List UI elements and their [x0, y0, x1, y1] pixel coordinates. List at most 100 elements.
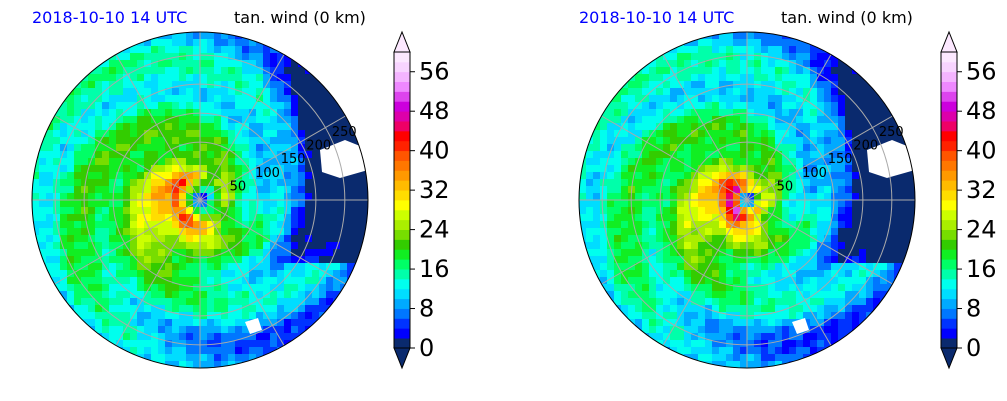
field-cell	[796, 179, 804, 187]
field-cell	[179, 354, 187, 362]
field-cell	[88, 326, 96, 334]
field-cell	[200, 291, 208, 299]
field-cell	[845, 102, 853, 110]
field-cell	[740, 354, 748, 362]
field-cell	[705, 270, 713, 278]
field-cell	[614, 116, 622, 124]
field-cell	[228, 60, 236, 68]
field-cell	[782, 60, 790, 68]
field-cell	[845, 214, 853, 222]
plot-boundary	[31, 31, 369, 369]
field-cell	[586, 172, 594, 180]
field-cell	[768, 361, 776, 368]
field-cell	[754, 109, 762, 117]
field-cell	[137, 340, 145, 348]
field-cell	[824, 74, 832, 82]
field-cell	[635, 207, 643, 215]
field-cell	[838, 102, 846, 110]
field-cell	[95, 298, 103, 306]
field-cell	[221, 235, 229, 243]
field-cell	[284, 158, 292, 166]
field-cell	[81, 305, 89, 313]
field-cell	[158, 347, 166, 355]
field-cell	[186, 186, 194, 194]
field-cell	[81, 235, 89, 243]
field-cell	[144, 186, 152, 194]
field-cell	[768, 32, 776, 40]
field-cell	[88, 312, 96, 320]
field-cell	[277, 340, 285, 348]
field-cell	[614, 109, 622, 117]
field-cell	[214, 361, 222, 368]
field-cell	[74, 74, 82, 82]
field-cell	[775, 74, 783, 82]
field-cell	[165, 284, 173, 292]
field-cell	[46, 137, 54, 145]
colorbar-segment	[394, 150, 410, 161]
field-cell	[207, 102, 215, 110]
field-cell	[172, 158, 180, 166]
field-cell	[768, 130, 776, 138]
field-cell	[740, 60, 748, 68]
field-cell	[656, 137, 664, 145]
field-cell	[67, 193, 75, 201]
field-cell	[95, 102, 103, 110]
field-cell	[789, 263, 797, 271]
colorbar-segment	[394, 288, 410, 300]
field-cell	[908, 249, 915, 257]
field-cell	[46, 200, 54, 208]
field-cell	[277, 137, 285, 145]
field-cell	[754, 221, 762, 229]
field-cell	[207, 347, 215, 355]
field-cell	[628, 228, 636, 236]
field-cell	[635, 270, 643, 278]
field-cell	[642, 151, 650, 159]
field-cell	[642, 305, 650, 313]
colorbar-segment	[941, 278, 957, 290]
field-cell	[810, 221, 818, 229]
field-cell	[705, 186, 713, 194]
field-cell	[656, 263, 664, 271]
field-cell	[249, 347, 257, 355]
field-cell	[740, 116, 748, 124]
field-cell	[214, 354, 222, 362]
field-cell	[151, 249, 159, 257]
field-cell	[207, 137, 215, 145]
field-cell	[628, 291, 636, 299]
field-cell	[670, 333, 678, 341]
field-cell	[179, 326, 187, 334]
field-cell	[305, 263, 313, 271]
field-cell	[817, 214, 825, 222]
field-cell	[789, 200, 797, 208]
field-cell	[852, 172, 860, 180]
field-cell	[747, 277, 755, 285]
field-cell	[607, 193, 615, 201]
field-cell	[137, 144, 145, 152]
colorbar-tick-label: 32	[419, 176, 450, 204]
field-cell	[607, 158, 615, 166]
field-cell	[838, 67, 846, 75]
field-cell	[782, 53, 790, 61]
field-cell	[656, 109, 664, 117]
field-cell	[852, 312, 860, 320]
field-cell	[824, 319, 832, 327]
field-cell	[74, 172, 82, 180]
field-cell	[579, 186, 587, 194]
field-cell	[677, 242, 685, 250]
field-cell	[775, 172, 783, 180]
field-cell	[60, 88, 68, 96]
field-cell	[74, 291, 82, 299]
field-cell	[193, 354, 201, 362]
field-cell	[698, 46, 706, 54]
field-cell	[186, 319, 194, 327]
field-cell	[593, 249, 601, 257]
field-cell	[831, 207, 839, 215]
field-cell	[151, 256, 159, 264]
field-cell	[719, 305, 727, 313]
field-cell	[740, 172, 748, 180]
field-cell	[88, 256, 96, 264]
field-cell	[151, 137, 159, 145]
field-cell	[733, 207, 741, 215]
field-cell	[747, 242, 755, 250]
field-cell	[319, 130, 327, 138]
